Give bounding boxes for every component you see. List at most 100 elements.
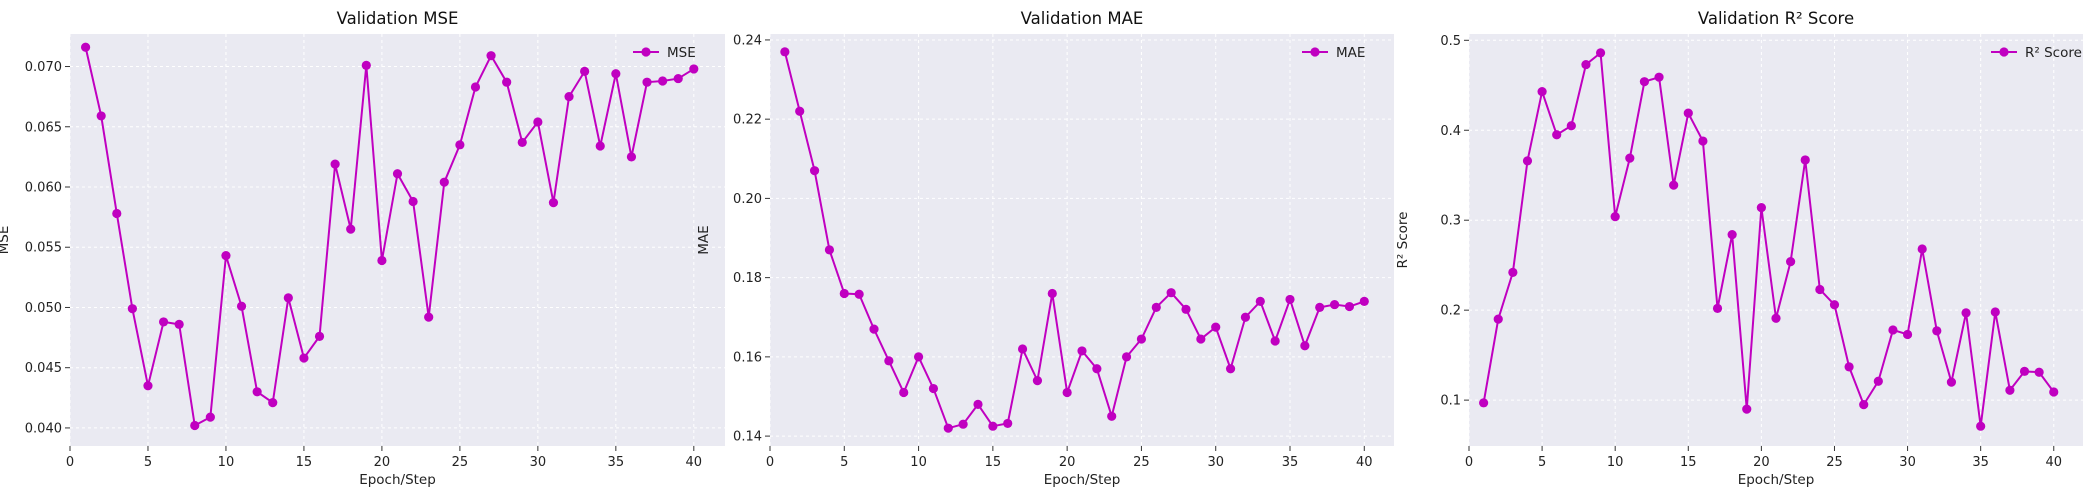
r2-data-point: [1610, 212, 1620, 222]
mse-data-point: [158, 317, 169, 327]
r2-data-point: [1552, 130, 1562, 140]
mae-data-point: [854, 289, 864, 299]
mae-x-tick-label: 35: [1282, 455, 1299, 470]
mse-data-point: [673, 73, 683, 84]
mse-y-tick-label: 0.070: [25, 60, 62, 75]
mae-chart-title: Validation MAE: [1021, 9, 1144, 28]
mae-x-tick-label: 10: [910, 455, 927, 470]
mae-data-point: [1300, 341, 1310, 351]
mae-data-point: [928, 383, 939, 394]
mae-data-point: [913, 352, 924, 362]
mse-x-tick-label: 15: [296, 455, 313, 470]
r2-data-point: [1625, 153, 1635, 163]
r2-data-point: [1902, 329, 1913, 340]
mse-data-point: [361, 60, 371, 70]
mae-series-line: [783, 51, 1365, 430]
r2-data-point: [1961, 308, 1971, 318]
mae-data-point: [1196, 334, 1206, 344]
r2-data-point: [1873, 376, 1883, 386]
r2-x-axis-label: Epoch/Step: [1738, 472, 1815, 488]
mse-legend-marker: [641, 47, 651, 57]
mse-data-point: [517, 137, 527, 148]
mae-y-tick-label: 0.14: [733, 430, 762, 445]
mse-x-axis-label: Epoch/Step: [359, 472, 436, 488]
r2-data-point: [2005, 385, 2015, 395]
mse-data-point: [439, 177, 449, 187]
r2-data-point: [1654, 72, 1664, 82]
mse-y-tick-label: 0.060: [25, 180, 62, 195]
mae-data-point: [1136, 334, 1147, 344]
mae-data-point: [988, 421, 998, 431]
mse-data-point: [548, 198, 559, 208]
mse-data-point: [595, 141, 605, 151]
r2-data-point: [1581, 59, 1591, 70]
mae-data-point: [809, 166, 820, 176]
mse-y-axis-label: MSE: [0, 226, 12, 255]
r2-data-point: [1639, 77, 1650, 87]
mae-x-tick-label: 5: [840, 455, 848, 470]
mae-chart-panel: 0 5 10 15 20 25 30 35 40 0.14 0.16 0.18 0.20 0.22 0.24…: [696, 9, 1394, 488]
mae-data-point: [780, 47, 790, 57]
mse-data-point: [236, 301, 247, 311]
r2-data-point: [1990, 307, 2000, 317]
mae-data-point: [1166, 288, 1176, 298]
mae-data-point: [943, 423, 953, 433]
mse-chart-panel: 0 5 10 15 20 25 30 35 40 0.040 0.045 0.050 0.055 0.06…: [0, 9, 725, 488]
mse-data-point: [346, 224, 356, 234]
r2-y-tick-label: 0.1: [1440, 394, 1461, 409]
mae-data-point: [1062, 387, 1072, 398]
r2-x-tick-label: 40: [2045, 455, 2062, 470]
mae-legend-label: MAE: [1336, 45, 1365, 61]
mae-y-tick-label: 0.24: [733, 33, 762, 48]
mse-data-point: [205, 412, 215, 422]
mse-data-point: [174, 319, 184, 329]
r2-data-point: [2019, 366, 2030, 376]
r2-data-point: [2049, 387, 2059, 397]
r2-x-tick-label: 35: [1972, 455, 1989, 470]
r2-chart-panel: 0 5 10 15 20 25 30 35 40 0.1 0.2 0.3 0.4 0.5 Validatio…: [1395, 9, 2083, 488]
mae-y-tick-label: 0.18: [733, 271, 762, 286]
r2-y-tick-label: 0.4: [1440, 124, 1461, 139]
r2-data-point: [1727, 230, 1737, 240]
r2-data-point: [1522, 156, 1533, 166]
r2-plot-area: [1469, 34, 2083, 446]
mae-x-tick-label: 40: [1356, 455, 1373, 470]
mae-data-point: [839, 288, 849, 299]
mae-x-axis-label: Epoch/Step: [1044, 472, 1121, 488]
mse-data-point: [190, 420, 200, 431]
mse-x-tick-label: 40: [686, 455, 703, 470]
mae-y-tick-label: 0.22: [733, 113, 762, 128]
r2-data-point: [1566, 121, 1576, 131]
mae-x-tick-label: 0: [766, 455, 774, 470]
mae-data-point: [884, 356, 894, 366]
mae-data-point: [1107, 411, 1117, 421]
r2-data-point: [1756, 203, 1766, 213]
r2-x-tick-label: 0: [1465, 455, 1473, 470]
mse-x-tick-label: 10: [218, 455, 235, 470]
r2-legend-marker: [1999, 47, 2009, 57]
mae-x-tick-label: 20: [1059, 455, 1076, 470]
r2-data-point: [1479, 398, 1489, 408]
r2-data-point: [1976, 421, 1986, 431]
mae-data-point: [1077, 346, 1087, 356]
mae-data-point: [899, 387, 909, 398]
mse-data-point: [314, 331, 325, 341]
mse-data-point: [611, 69, 621, 79]
mae-y-tick-label: 0.20: [733, 192, 762, 207]
mse-data-point: [580, 66, 590, 76]
mse-data-point: [408, 196, 418, 207]
mse-data-point: [470, 82, 481, 92]
mse-data-point: [533, 117, 543, 127]
mse-x-tick-label: 5: [144, 455, 152, 470]
mse-x-tick-label: 30: [530, 455, 547, 470]
mae-data-point: [824, 245, 835, 255]
mae-x-tick-label: 30: [1207, 455, 1224, 470]
mae-data-point: [1255, 296, 1265, 307]
r2-chart-title: Validation R² Score: [1698, 9, 1854, 28]
mae-x-tick-label: 15: [985, 455, 1002, 470]
r2-data-point: [1815, 284, 1825, 295]
mse-data-point: [626, 152, 637, 162]
r2-legend-label: R² Score: [2025, 45, 2082, 61]
mse-y-tick-label: 0.040: [25, 421, 62, 436]
